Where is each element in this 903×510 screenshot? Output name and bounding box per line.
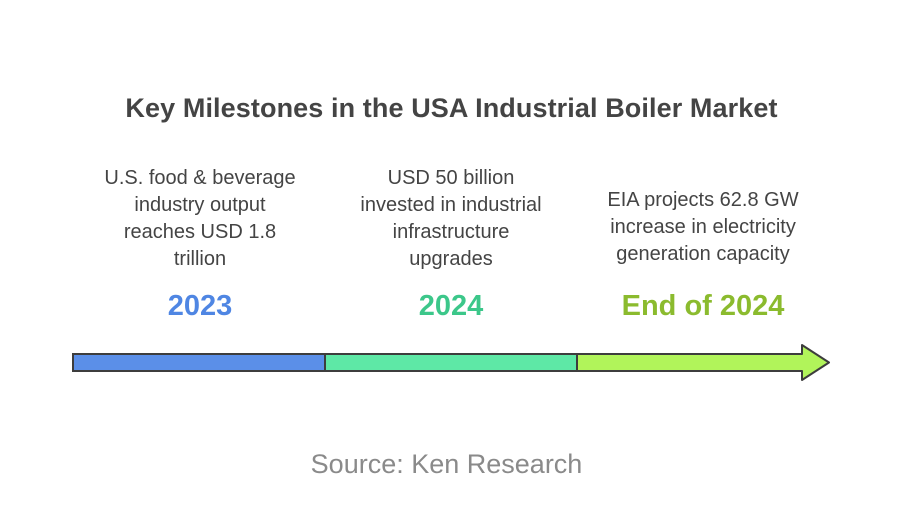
source-note: Source: Ken Research (310, 449, 583, 479)
diagram-title: Key Milestones in the USA Industrial Boi… (125, 93, 778, 123)
description-line: EIA projects 62.8 GW (607, 189, 799, 211)
description-line: infrastructure (392, 221, 510, 243)
timeline-segment-end-2024 (576, 344, 830, 381)
description-line: invested in industrial (360, 194, 542, 216)
description-line: increase in electricity (610, 216, 796, 238)
description-line: industry output (134, 194, 266, 216)
description-line: trillion (173, 248, 227, 270)
timeline-segment-2023 (72, 353, 326, 372)
milestone-2024-description: USD 50 billion invested in industrial in… (336, 165, 566, 273)
milestone-2023-description: U.S. food & beverage industry output rea… (85, 165, 315, 273)
milestone-end-2024-year: End of 2024 (621, 290, 785, 322)
milestone-2024-year: 2024 (418, 290, 484, 322)
milestone-2023-year: 2023 (167, 290, 233, 322)
description-line: U.S. food & beverage (104, 167, 296, 189)
milestone-end-2024-description: EIA projects 62.8 GW increase in electri… (588, 187, 818, 268)
description-line: USD 50 billion (387, 167, 515, 189)
description-line: generation capacity (616, 243, 790, 265)
timeline-segment-2024 (324, 353, 578, 372)
description-line: upgrades (409, 248, 493, 270)
description-line: reaches USD 1.8 (123, 221, 277, 243)
